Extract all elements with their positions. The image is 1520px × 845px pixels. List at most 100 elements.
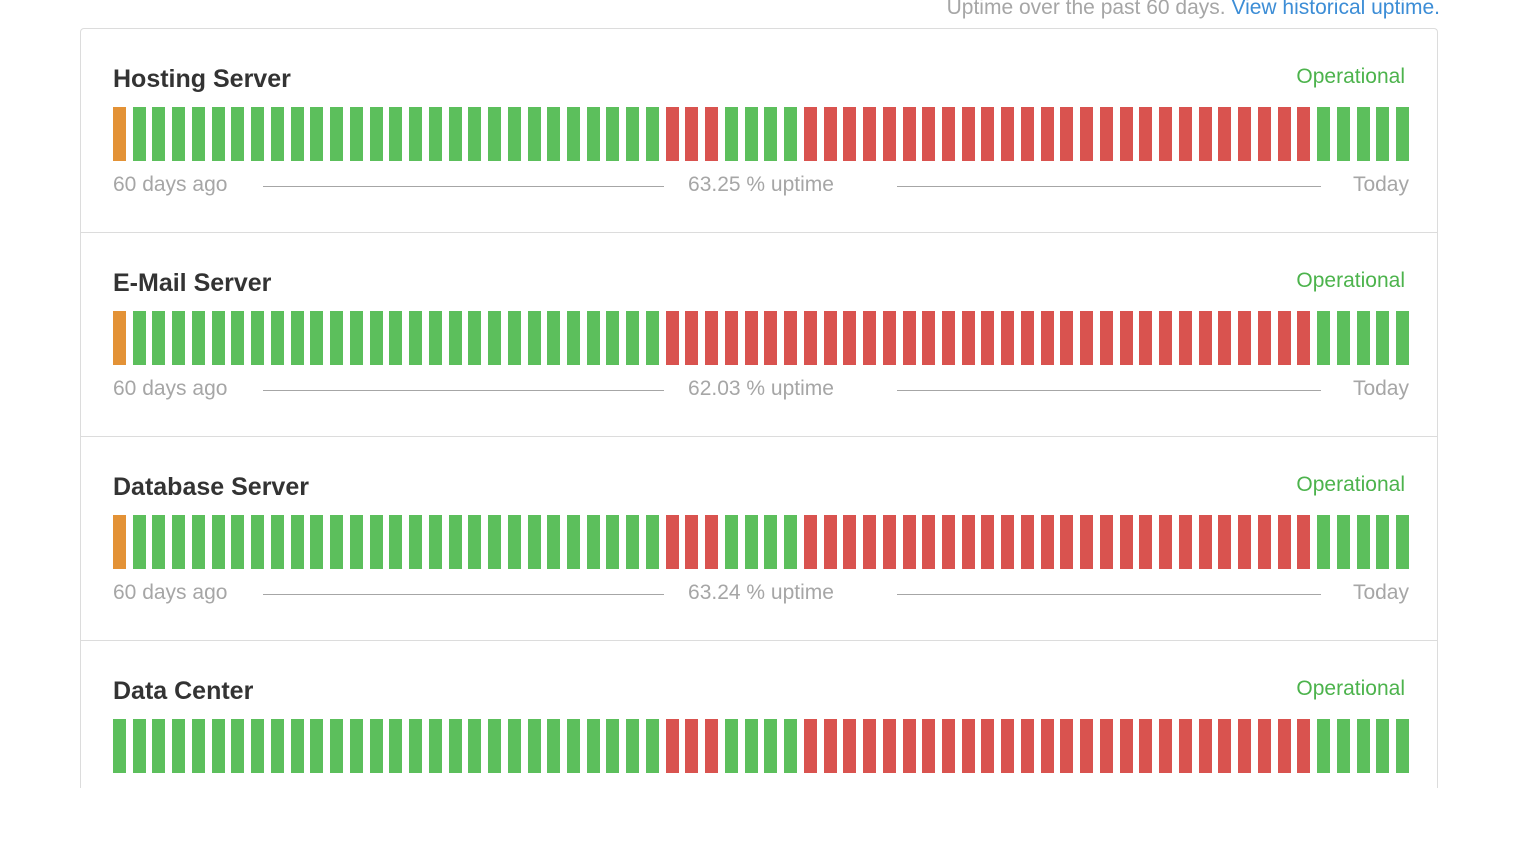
day-bar-operational[interactable] [231, 107, 245, 161]
day-bar-outage[interactable] [843, 107, 857, 161]
day-bar-outage[interactable] [902, 311, 916, 365]
day-bar-outage[interactable] [1159, 107, 1173, 161]
day-bar-operational[interactable] [290, 515, 304, 569]
day-bar-operational[interactable] [290, 107, 304, 161]
day-bar-operational[interactable] [527, 107, 541, 161]
day-bar-outage[interactable] [1218, 311, 1232, 365]
day-bar-operational[interactable] [349, 515, 363, 569]
day-bar-outage[interactable] [981, 107, 995, 161]
day-bar-operational[interactable] [251, 107, 265, 161]
day-bar-operational[interactable] [389, 107, 403, 161]
day-bar-operational[interactable] [448, 107, 462, 161]
day-bar-operational[interactable] [310, 719, 324, 773]
day-bar-outage[interactable] [961, 719, 975, 773]
day-bar-outage[interactable] [961, 311, 975, 365]
day-bar-operational[interactable] [586, 719, 600, 773]
day-bar-outage[interactable] [1060, 515, 1074, 569]
day-bar-outage[interactable] [1020, 311, 1034, 365]
day-bar-outage[interactable] [942, 107, 956, 161]
day-bar-operational[interactable] [645, 515, 659, 569]
day-bar-outage[interactable] [1139, 311, 1153, 365]
day-bar-partial-outage[interactable] [113, 515, 126, 569]
day-bar-outage[interactable] [1060, 311, 1074, 365]
day-bar-outage[interactable] [922, 515, 936, 569]
day-bar-operational[interactable] [606, 719, 620, 773]
day-bar-operational[interactable] [172, 719, 186, 773]
day-bar-operational[interactable] [626, 515, 640, 569]
day-bar-operational[interactable] [211, 515, 225, 569]
day-bar-operational[interactable] [784, 719, 798, 773]
day-bar-operational[interactable] [626, 719, 640, 773]
day-bar-operational[interactable] [428, 311, 442, 365]
day-bar-outage[interactable] [1238, 515, 1252, 569]
day-bar-operational[interactable] [409, 311, 423, 365]
day-bar-outage[interactable] [1257, 311, 1271, 365]
day-bar-operational[interactable] [724, 515, 738, 569]
day-bar-operational[interactable] [1356, 515, 1370, 569]
day-bar-operational[interactable] [132, 311, 146, 365]
day-bar-operational[interactable] [606, 311, 620, 365]
day-bar-operational[interactable] [389, 719, 403, 773]
day-bar-operational[interactable] [724, 107, 738, 161]
day-bar-operational[interactable] [330, 107, 344, 161]
day-bar-outage[interactable] [1060, 719, 1074, 773]
day-bar-operational[interactable] [1396, 719, 1409, 773]
day-bar-operational[interactable] [172, 515, 186, 569]
day-bar-outage[interactable] [1080, 515, 1094, 569]
day-bar-operational[interactable] [349, 311, 363, 365]
day-bar-operational[interactable] [547, 107, 561, 161]
day-bar-outage[interactable] [1238, 107, 1252, 161]
day-bar-operational[interactable] [784, 515, 798, 569]
day-bar-operational[interactable] [606, 107, 620, 161]
day-bar-operational[interactable] [211, 107, 225, 161]
day-bar-outage[interactable] [705, 311, 719, 365]
day-bar-outage[interactable] [803, 311, 817, 365]
day-bar-operational[interactable] [290, 311, 304, 365]
day-bar-outage[interactable] [1020, 515, 1034, 569]
day-bar-operational[interactable] [1356, 719, 1370, 773]
day-bar-operational[interactable] [310, 515, 324, 569]
day-bar-outage[interactable] [1198, 107, 1212, 161]
day-bar-outage[interactable] [863, 107, 877, 161]
day-bar-outage[interactable] [1139, 515, 1153, 569]
day-bar-outage[interactable] [823, 515, 837, 569]
day-bar-outage[interactable] [942, 719, 956, 773]
day-bar-outage[interactable] [1257, 515, 1271, 569]
day-bar-operational[interactable] [330, 515, 344, 569]
day-bar-outage[interactable] [1001, 311, 1015, 365]
day-bar-outage[interactable] [863, 311, 877, 365]
day-bar-operational[interactable] [231, 719, 245, 773]
day-bar-operational[interactable] [566, 311, 580, 365]
day-bar-outage[interactable] [863, 719, 877, 773]
day-bar-outage[interactable] [981, 311, 995, 365]
day-bar-operational[interactable] [507, 515, 521, 569]
day-bar-operational[interactable] [626, 311, 640, 365]
day-bar-operational[interactable] [132, 719, 146, 773]
day-bar-operational[interactable] [191, 107, 205, 161]
day-bar-operational[interactable] [448, 311, 462, 365]
day-bar-outage[interactable] [863, 515, 877, 569]
day-bar-operational[interactable] [369, 719, 383, 773]
day-bar-operational[interactable] [488, 107, 502, 161]
day-bar-outage[interactable] [1178, 107, 1192, 161]
day-bar-outage[interactable] [665, 515, 679, 569]
day-bar-operational[interactable] [488, 311, 502, 365]
day-bar-operational[interactable] [744, 107, 758, 161]
day-bar-outage[interactable] [843, 311, 857, 365]
day-bar-operational[interactable] [764, 107, 778, 161]
day-bar-outage[interactable] [961, 515, 975, 569]
day-bar-operational[interactable] [764, 515, 778, 569]
day-bar-outage[interactable] [1218, 107, 1232, 161]
day-bar-operational[interactable] [488, 515, 502, 569]
day-bar-outage[interactable] [1060, 107, 1074, 161]
day-bar-outage[interactable] [1119, 107, 1133, 161]
day-bar-outage[interactable] [981, 515, 995, 569]
day-bar-outage[interactable] [823, 719, 837, 773]
day-bar-operational[interactable] [468, 719, 482, 773]
day-bar-outage[interactable] [665, 719, 679, 773]
day-bar-operational[interactable] [231, 311, 245, 365]
day-bar-outage[interactable] [922, 107, 936, 161]
day-bar-outage[interactable] [764, 311, 778, 365]
day-bar-operational[interactable] [270, 719, 284, 773]
day-bar-outage[interactable] [1178, 515, 1192, 569]
